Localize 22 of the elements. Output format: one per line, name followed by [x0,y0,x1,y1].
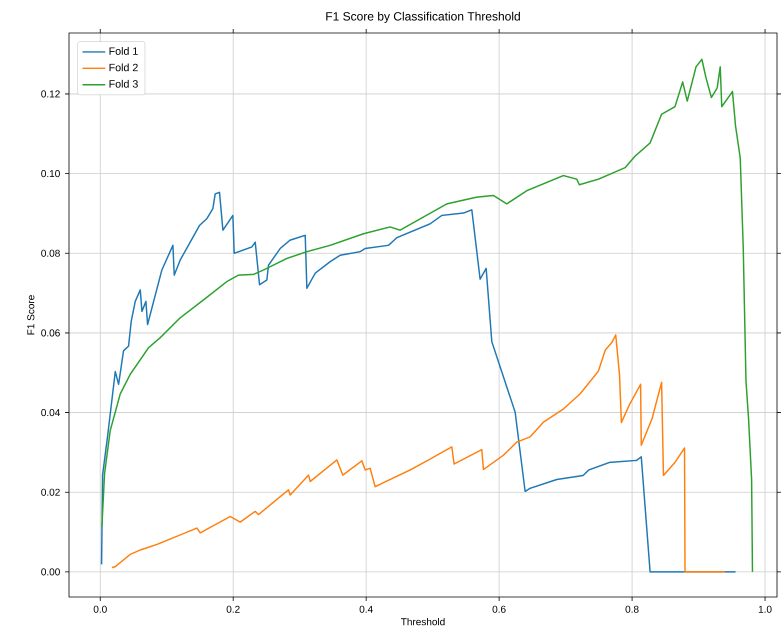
y-tick-label: 0.12 [41,90,60,98]
y-tick-label: 0.02 [41,488,60,496]
x-tick-label: 0.8 [626,606,639,613]
chart-title: F1 Score by Classification Threshold [326,12,520,23]
x-tick-label: 0.2 [226,606,240,613]
x-tick-label: 0.4 [360,606,373,613]
legend-label: Fold 3 [110,80,138,88]
x-tick-label: 1.0 [758,606,772,613]
line-series [101,58,754,573]
y-tick-label: 0.06 [41,329,60,336]
y-tick-label: 0.08 [41,250,60,257]
line-series [100,192,736,573]
y-tick-label: 0.00 [41,568,60,576]
y-tick-label: 0.04 [41,409,60,416]
y-tick-label: 0.10 [41,170,60,178]
x-axis-title: Threshold [401,618,445,626]
y-axis-title: F1 Score [27,295,34,334]
line-series [111,334,726,573]
legend-label: Fold 1 [110,47,138,55]
x-tick-label: 0.6 [492,606,506,613]
legend-label: Fold 2 [110,63,138,72]
x-tick-label: 0.0 [94,606,107,613]
